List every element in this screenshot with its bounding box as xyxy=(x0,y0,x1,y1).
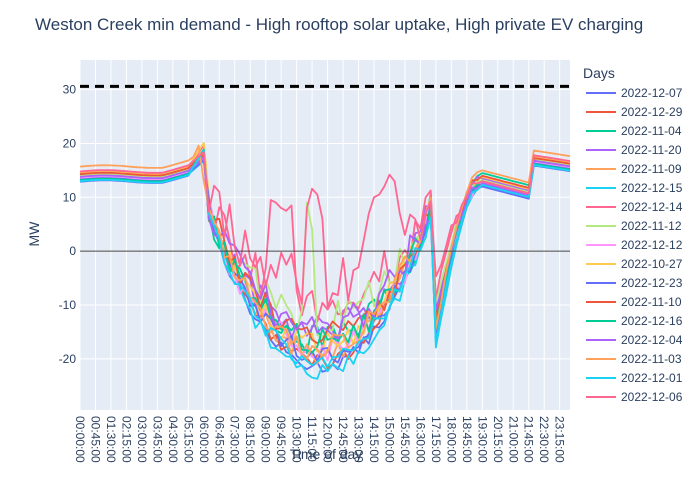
x-tick-label: 06:45:00 xyxy=(212,416,226,463)
x-tick-label: 03:45:00 xyxy=(150,416,164,463)
x-tick-label: 21:00:00 xyxy=(506,416,520,463)
legend-item[interactable]: 2022-12-29 xyxy=(586,105,683,119)
y-axis-title: MW xyxy=(26,221,42,247)
x-tick-label: 09:00:00 xyxy=(259,416,273,463)
x-axis-title: Time of day xyxy=(290,446,363,462)
legend-title: Days xyxy=(583,65,615,81)
series-layer xyxy=(79,142,571,380)
legend-label: 2022-12-23 xyxy=(621,276,683,290)
legend-item[interactable]: 2022-12-06 xyxy=(586,390,683,404)
legend-item[interactable]: 2022-12-12 xyxy=(586,238,683,252)
x-tick-label: 00:45:00 xyxy=(88,416,102,463)
y-tick-label: 0 xyxy=(69,244,76,258)
legend-label: 2022-12-16 xyxy=(621,314,683,328)
legend-label: 2022-11-04 xyxy=(621,124,682,138)
y-tick-label: -20 xyxy=(59,352,77,366)
y-tick-label: 20 xyxy=(63,136,77,150)
legend-label: 2022-11-09 xyxy=(621,162,682,176)
x-tick-label: 15:00:00 xyxy=(382,416,396,463)
legend-item[interactable]: 2022-11-09 xyxy=(586,162,682,176)
x-tick-label: 14:15:00 xyxy=(367,416,381,463)
series-line-2022-12-04 xyxy=(79,156,571,340)
legend-label: 2022-12-06 xyxy=(621,390,683,404)
legend: Days 2022-12-07 2022-12-29 2022-11-04 2022-… xyxy=(583,65,683,404)
plot-area xyxy=(80,60,570,410)
x-tick-label: 15:45:00 xyxy=(398,416,412,463)
chart-title: Weston Creek min demand - High rooftop s… xyxy=(35,15,643,34)
x-tick-label: 09:45:00 xyxy=(274,416,288,463)
legend-label: 2022-12-01 xyxy=(621,371,683,385)
legend-item[interactable]: 2022-10-27 xyxy=(586,257,683,271)
x-tick-label: 08:15:00 xyxy=(243,416,257,463)
legend-item[interactable]: 2022-12-01 xyxy=(586,371,683,385)
legend-label: 2022-12-14 xyxy=(621,200,683,214)
legend-label: 2022-12-15 xyxy=(621,181,683,195)
x-tick-label: 05:15:00 xyxy=(181,416,195,463)
x-tick-label: 00:00:00 xyxy=(73,416,87,463)
x-axis-ticks: 00:00:00 00:45:00 01:30:00 02:15:00 03:00:00… xyxy=(73,416,567,463)
legend-label: 2022-12-07 xyxy=(621,86,683,100)
series-line-2022-12-06 xyxy=(79,151,571,309)
legend-label: 2022-11-20 xyxy=(621,143,682,157)
legend-label: 2022-12-29 xyxy=(621,105,683,119)
x-tick-label: 19:30:00 xyxy=(475,416,489,463)
legend-item[interactable]: 2022-11-03 xyxy=(586,352,682,366)
y-tick-label: -10 xyxy=(59,298,77,312)
legend-label: 2022-10-27 xyxy=(621,257,683,271)
x-tick-label: 12:00:00 xyxy=(321,416,335,463)
legend-label: 2022-12-12 xyxy=(621,238,683,252)
x-tick-label: 23:15:00 xyxy=(553,416,567,463)
y-tick-label: 30 xyxy=(63,83,77,97)
legend-item[interactable]: 2022-12-07 xyxy=(586,86,683,100)
legend-label: 2022-11-03 xyxy=(621,352,682,366)
legend-label: 2022-11-12 xyxy=(621,219,682,233)
x-tick-label: 12:45:00 xyxy=(336,416,350,463)
x-tick-label: 18:45:00 xyxy=(460,416,474,463)
x-tick-label: 06:00:00 xyxy=(197,416,211,463)
series-line-2022-11-03 xyxy=(79,144,571,360)
reference-lines xyxy=(80,84,570,252)
x-tick-label: 03:00:00 xyxy=(135,416,149,463)
x-tick-label: 18:00:00 xyxy=(444,416,458,463)
x-tick-label: 07:30:00 xyxy=(228,416,242,463)
x-tick-label: 20:15:00 xyxy=(491,416,505,463)
legend-item[interactable]: 2022-11-10 xyxy=(586,295,682,309)
legend-item[interactable]: 2022-11-04 xyxy=(586,124,682,138)
x-tick-label: 22:30:00 xyxy=(537,416,551,463)
x-tick-label: 13:30:00 xyxy=(352,416,366,463)
legend-item[interactable]: 2022-12-14 xyxy=(586,200,683,214)
y-tick-label: 10 xyxy=(63,190,77,204)
x-tick-label: 04:30:00 xyxy=(166,416,180,463)
legend-item[interactable]: 2022-12-15 xyxy=(586,181,683,195)
x-tick-label: 02:15:00 xyxy=(119,416,133,463)
legend-item[interactable]: 2022-11-12 xyxy=(586,219,682,233)
legend-label: 2022-11-10 xyxy=(621,295,682,309)
x-tick-label: 17:15:00 xyxy=(429,416,443,463)
legend-item[interactable]: 2022-12-23 xyxy=(586,276,683,290)
legend-item[interactable]: 2022-12-16 xyxy=(586,314,683,328)
x-tick-label: 21:45:00 xyxy=(522,416,536,463)
x-tick-label: 01:30:00 xyxy=(104,416,118,463)
x-tick-label: 11:15:00 xyxy=(305,416,319,462)
series-line-2022-12-01 xyxy=(79,149,571,368)
x-tick-label: 16:30:00 xyxy=(413,416,427,463)
legend-item[interactable]: 2022-12-04 xyxy=(586,333,683,347)
legend-label: 2022-12-04 xyxy=(621,333,683,347)
y-axis-ticks: -20 -10 0 10 20 30 xyxy=(59,83,77,366)
x-tick-label: 10:30:00 xyxy=(290,416,304,463)
legend-item[interactable]: 2022-11-20 xyxy=(586,143,682,157)
